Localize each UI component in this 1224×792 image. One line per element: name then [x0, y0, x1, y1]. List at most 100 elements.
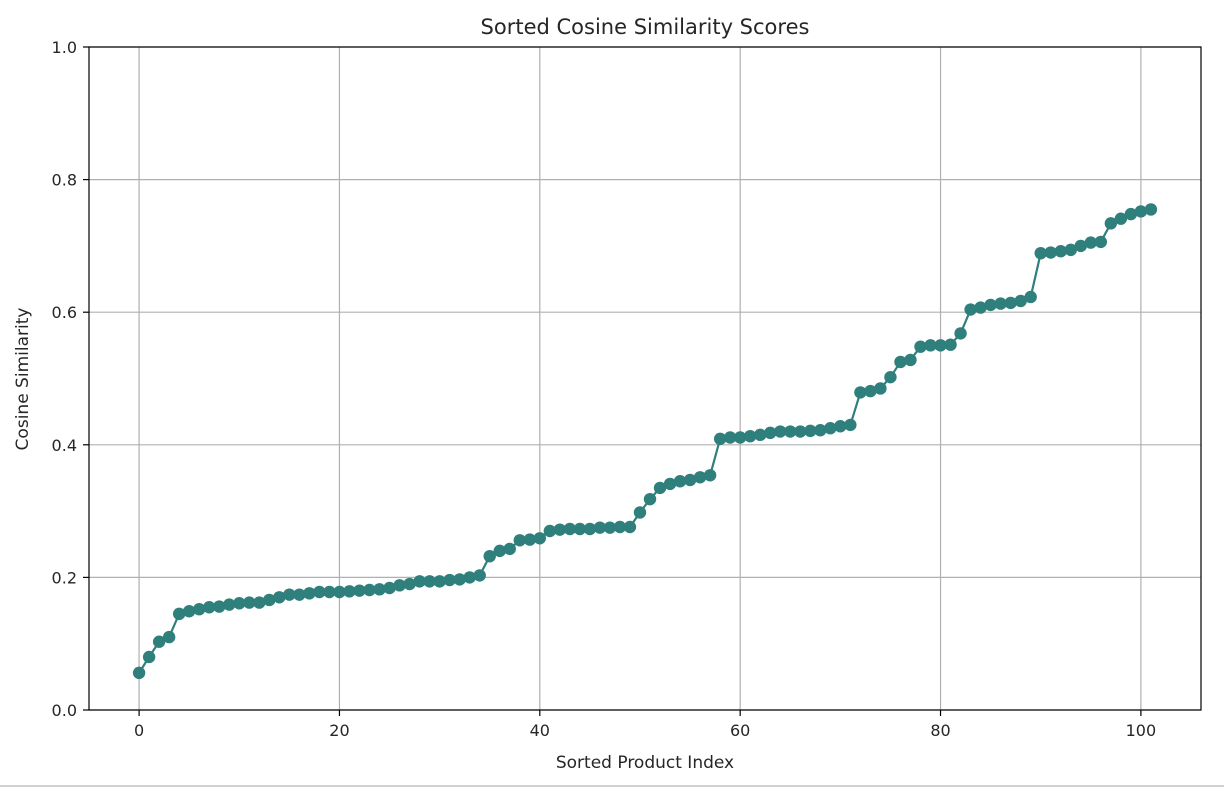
data-point: [743, 429, 757, 443]
data-point: [613, 520, 627, 534]
data-point: [1054, 245, 1067, 258]
data-point: [874, 382, 887, 395]
x-tick-label: 0: [134, 721, 144, 740]
data-point: [583, 522, 597, 536]
data-point: [713, 432, 727, 446]
x-tick-label: 20: [329, 721, 349, 740]
y-tick-label: 0.6: [52, 303, 77, 322]
data-point: [273, 591, 286, 604]
data-point: [754, 428, 767, 442]
data-point: [623, 520, 637, 534]
data-point: [653, 481, 667, 495]
data-point: [142, 650, 156, 664]
data-point: [303, 587, 316, 600]
chart-title: Sorted Cosine Similarity Scores: [481, 15, 810, 39]
x-tick-label: 100: [1126, 721, 1157, 740]
data-point: [854, 386, 867, 399]
data-point: [774, 425, 787, 438]
data-point: [333, 585, 346, 599]
data-point: [904, 353, 917, 367]
data-point: [463, 571, 476, 584]
data-point: [944, 338, 957, 351]
data-point: [553, 523, 567, 536]
data-point: [443, 573, 456, 587]
data-point: [643, 492, 657, 506]
data-point: [363, 583, 376, 597]
data-point: [1094, 235, 1108, 249]
data-point: [603, 521, 617, 534]
data-point: [1144, 203, 1158, 216]
data-point: [633, 506, 647, 519]
y-tick-label: 0.8: [52, 171, 77, 190]
data-point: [884, 370, 897, 384]
data-point: [723, 431, 737, 444]
data-point: [1044, 246, 1057, 259]
data-point: [824, 422, 837, 435]
data-point: [994, 297, 1007, 310]
data-point: [1124, 207, 1138, 221]
data-point: [253, 596, 266, 609]
data-point: [323, 585, 336, 599]
x-tick-label: 40: [530, 721, 550, 740]
data-point: [413, 575, 426, 588]
data-point: [263, 593, 276, 607]
data-point: [1104, 217, 1118, 230]
data-point: [864, 384, 877, 398]
data-point: [683, 473, 697, 487]
data-point: [373, 583, 386, 596]
window-bottom-border: [0, 785, 1224, 787]
data-point: [1014, 294, 1027, 308]
y-tick-label: 0.0: [52, 701, 77, 720]
data-point: [573, 522, 587, 536]
data-point: [1114, 212, 1128, 225]
data-point: [283, 588, 296, 601]
data-point: [784, 425, 797, 438]
data-point: [593, 521, 607, 534]
data-point: [493, 544, 506, 558]
data-point: [673, 475, 687, 488]
data-point: [804, 424, 817, 438]
data-point: [353, 584, 366, 597]
data-point: [383, 581, 396, 595]
data-point: [924, 339, 937, 352]
data-point: [172, 607, 186, 621]
x-tick-label: 60: [730, 721, 750, 740]
data-point: [162, 630, 176, 644]
y-axis-label: Cosine Similarity: [13, 308, 33, 451]
data-point: [523, 533, 536, 546]
tick-layer: 0 20 40 60 80 100 0.0 0.2 0.4 0.6 0.8 1.0: [52, 38, 1157, 740]
data-point: [1084, 236, 1098, 249]
data-point: [563, 522, 577, 536]
data-point: [1134, 205, 1148, 218]
y-tick-label: 0.4: [52, 436, 77, 455]
data-point: [1064, 243, 1077, 257]
data-point: [473, 569, 486, 582]
data-point: [1004, 296, 1017, 310]
x-axis-label: Sorted Product Index: [556, 753, 734, 773]
data-point: [433, 575, 446, 588]
data-point: [733, 431, 747, 444]
plot-area-frame: [88, 46, 1202, 711]
data-point: [794, 425, 807, 438]
data-point: [914, 340, 927, 353]
data-point: [343, 585, 356, 598]
data-point: [243, 596, 256, 609]
data-point: [974, 301, 987, 314]
data-point: [844, 418, 857, 432]
data-point: [954, 327, 967, 340]
data-point: [1074, 239, 1087, 253]
data-point: [503, 542, 516, 556]
data-point: [533, 532, 547, 545]
data-point: [1024, 290, 1037, 304]
data-point: [193, 603, 206, 616]
data-point: [964, 303, 977, 316]
data-point: [834, 420, 847, 433]
data-point: [152, 635, 166, 648]
data-point: [293, 588, 306, 601]
data-point: [483, 549, 496, 563]
data-point: [453, 573, 466, 586]
series-layer: [132, 203, 1158, 680]
data-point: [182, 605, 196, 618]
data-point: [984, 298, 997, 312]
data-point: [513, 534, 526, 547]
